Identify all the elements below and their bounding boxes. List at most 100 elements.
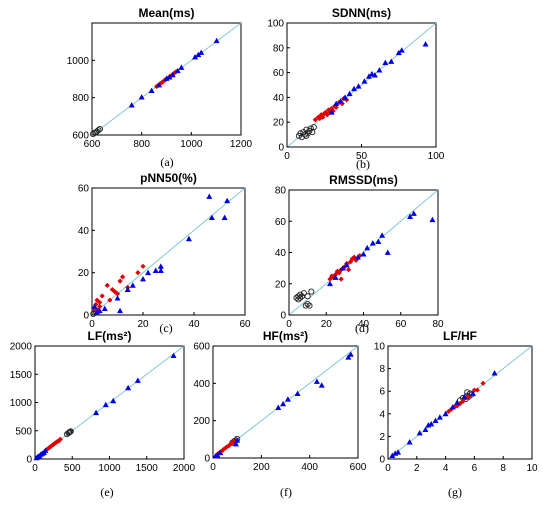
x-tick-label: 8 (500, 463, 506, 474)
y-tick-label: 40 (273, 93, 285, 104)
data-point-triangle (152, 267, 159, 273)
y-tick-label: 10 (374, 342, 386, 353)
data-point-triangle (170, 352, 177, 359)
data-point-diamond (104, 282, 110, 288)
data-point-triangle (208, 214, 215, 221)
y-tick-label: 0 (379, 455, 385, 466)
y-tick-label: 20 (273, 118, 285, 129)
data-point-triangle (346, 90, 353, 97)
x-tick-label: 6 (472, 463, 478, 474)
data-point-diamond (317, 115, 323, 122)
y-tick-label: 100 (267, 19, 284, 30)
y-tick-label: 1500 (10, 370, 33, 381)
y-tick-label: 0 (83, 311, 89, 322)
y-tick-label: 4 (379, 409, 385, 420)
panel-e: LF(ms²) 0 500 1000 1500 2000 0 500 1000 1500 2000 (… (10, 329, 196, 499)
data-point-triangle (407, 213, 414, 219)
data-point-triangle (422, 426, 429, 433)
data-point-diamond (320, 114, 326, 120)
data-point-diamond (318, 112, 324, 118)
y-tick-label: 1000 (10, 398, 33, 409)
data-point-triangle (347, 351, 354, 357)
data-point-triangle (442, 410, 449, 417)
data-point-triangle (369, 240, 376, 246)
panel-caption: (c) (159, 321, 172, 335)
data-point-triangle (166, 74, 173, 80)
data-point-triangle (198, 49, 205, 55)
panel-caption: (d) (355, 321, 369, 335)
data-point-circle (303, 132, 310, 139)
data-point-triangle (491, 370, 498, 376)
data-point-triangle (318, 382, 325, 388)
data-point-triangle (101, 305, 108, 312)
data-point-triangle (395, 49, 402, 56)
panel-c: pNN50(%) 0 20 40 60 0 20 40 60 (c) (78, 171, 251, 335)
data-point-diamond (218, 448, 225, 454)
panel-caption: (e) (100, 485, 113, 499)
data-point-circle (66, 428, 74, 435)
panel-d: RMSSD(ms) 0 20 40 60 80 0 20 40 60 80 (d) (275, 173, 444, 335)
data-point-triangle (389, 452, 396, 459)
panel-g: LF/HF 0 2 4 6 8 10 0 2 4 6 8 10 (g) (374, 329, 538, 499)
panel-b: SDNN(ms) 0 50 100 0 20 40 60 80 100 (b) (267, 6, 444, 171)
panel-caption: (f) (280, 485, 292, 499)
data-point-triangle (178, 64, 185, 70)
data-point-triangle (96, 307, 103, 314)
panel-title: pNN50(%) (140, 171, 197, 185)
data-point-triangle (214, 452, 221, 458)
data-point-circle (303, 126, 310, 133)
data-point-triangle (395, 449, 402, 455)
data-point-triangle (469, 390, 476, 396)
y-tick-label: 0 (26, 455, 32, 466)
data-point-triangle (360, 251, 367, 257)
data-point-triangle (432, 417, 439, 423)
x-tick-label: 80 (432, 319, 444, 330)
data-point-triangle (332, 274, 339, 280)
data-point-diamond (315, 114, 321, 120)
data-point-diamond (229, 440, 235, 446)
y-tick-label: 20 (78, 268, 90, 279)
x-tick-label: 60 (395, 319, 407, 330)
y-tick-label: 0 (278, 143, 284, 154)
data-point-triangle (429, 216, 436, 223)
data-point-diamond (474, 387, 480, 393)
data-point-diamond (57, 436, 63, 442)
data-point-triangle (428, 420, 435, 427)
data-point-triangle (361, 78, 368, 84)
data-point-diamond (117, 278, 123, 284)
data-point-diamond (135, 270, 141, 276)
data-point-triangle (42, 447, 49, 453)
data-point-triangle (328, 109, 335, 115)
x-tick-label: 1000 (180, 139, 203, 150)
data-point-circle (297, 130, 304, 137)
y-tick-label: 1000 (67, 56, 90, 67)
data-point-triangle (195, 51, 202, 58)
panel-caption: (a) (160, 155, 173, 169)
data-point-triangle (454, 399, 461, 405)
data-point-triangle (169, 71, 176, 78)
x-tick-label: 0 (385, 463, 391, 474)
data-point-diamond (326, 107, 332, 113)
x-tick-label: 600 (350, 462, 367, 473)
data-point-triangle (449, 404, 456, 410)
data-point-diamond (56, 438, 62, 444)
data-point-circle (308, 288, 315, 295)
x-tick-label: 1200 (230, 139, 253, 150)
data-point-diamond (338, 276, 344, 282)
y-tick-label: 8 (379, 364, 385, 375)
data-point-circle (300, 290, 307, 297)
data-point-triangle (114, 295, 121, 301)
y-tick-label: 60 (78, 184, 90, 195)
x-tick-label: 40 (188, 319, 200, 330)
panel-title: HF(ms²) (263, 329, 308, 343)
data-point-triangle (140, 276, 146, 282)
data-point-circle (306, 302, 313, 309)
x-tick-label: 0 (284, 151, 290, 162)
panel-caption: (b) (356, 157, 370, 171)
x-tick-label: 1500 (136, 463, 159, 474)
data-point-circle (66, 429, 73, 436)
data-point-diamond (45, 445, 52, 451)
x-tick-label: 2 (414, 463, 420, 474)
data-point-triangle (326, 280, 333, 287)
x-tick-label: 100 (428, 151, 445, 162)
